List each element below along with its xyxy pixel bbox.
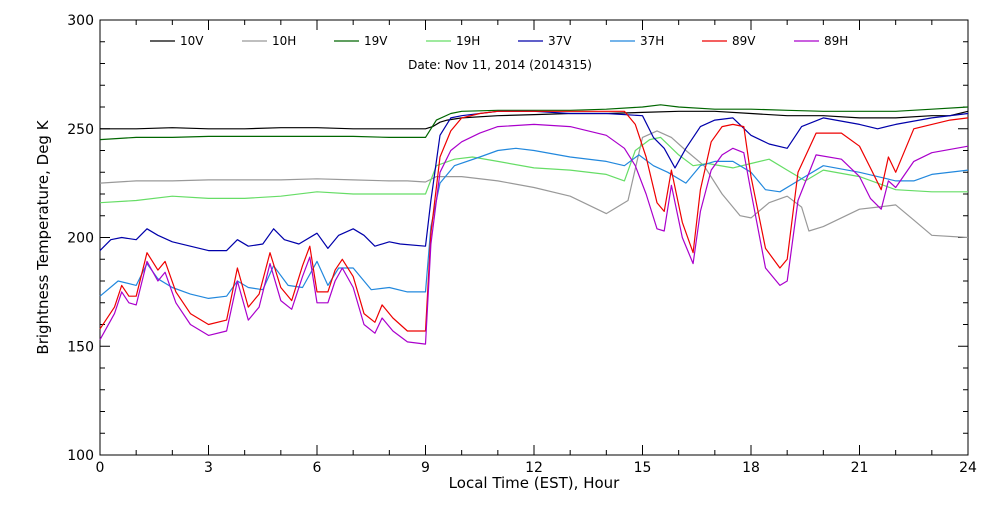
legend-label-89v: 89V [732, 34, 756, 48]
x-tick-label: 3 [204, 460, 213, 476]
legend-label-89h: 89H [824, 34, 848, 48]
legend-label-37h: 37H [640, 34, 664, 48]
x-tick-label: 18 [742, 460, 760, 476]
legend-label-19h: 19H [456, 34, 480, 48]
x-tick-label: 21 [851, 460, 869, 476]
x-tick-label: 12 [525, 460, 543, 476]
plot-frame [99, 19, 969, 456]
legend: 10V 10H 19V 19H 37V 37H 89V 89H [150, 34, 848, 48]
y-tick-label: 200 [67, 231, 94, 247]
series-line-10v [100, 110, 969, 130]
series-line-19h [99, 136, 968, 204]
x-tick-label: 6 [313, 460, 322, 476]
legend-label-10v: 10V [180, 34, 204, 48]
series-line-37h [99, 147, 969, 299]
x-tick-label: 15 [634, 460, 652, 476]
series-line-89h [99, 123, 969, 345]
series-line-10h [99, 130, 969, 239]
y-axis-title: Brightness Temperature, Deg K [34, 119, 52, 354]
legend-label-19v: 19V [364, 34, 388, 48]
series-line-19v [99, 104, 969, 141]
legend-label-37v: 37V [548, 34, 572, 48]
series-line-37v [99, 110, 969, 252]
x-axis-title: Local Time (EST), Hour [449, 474, 620, 492]
x-tick-label: 0 [96, 460, 105, 476]
y-tick-label: 250 [67, 122, 94, 138]
x-tick-label: 24 [959, 460, 977, 476]
y-tick-label: 150 [67, 339, 94, 355]
series-layer [99, 104, 969, 345]
x-tick-label: 9 [421, 460, 430, 476]
y-tick-label: 300 [67, 13, 94, 29]
chart-title: Date: Nov 11, 2014 (2014315) [408, 58, 592, 72]
series-line-89v [99, 110, 969, 332]
y-tick-label: 100 [67, 448, 94, 464]
axis-layer: 0 3 6 9 12 15 18 21 24 100 150 200 250 300 [67, 13, 977, 476]
legend-label-10h: 10H [272, 34, 296, 48]
